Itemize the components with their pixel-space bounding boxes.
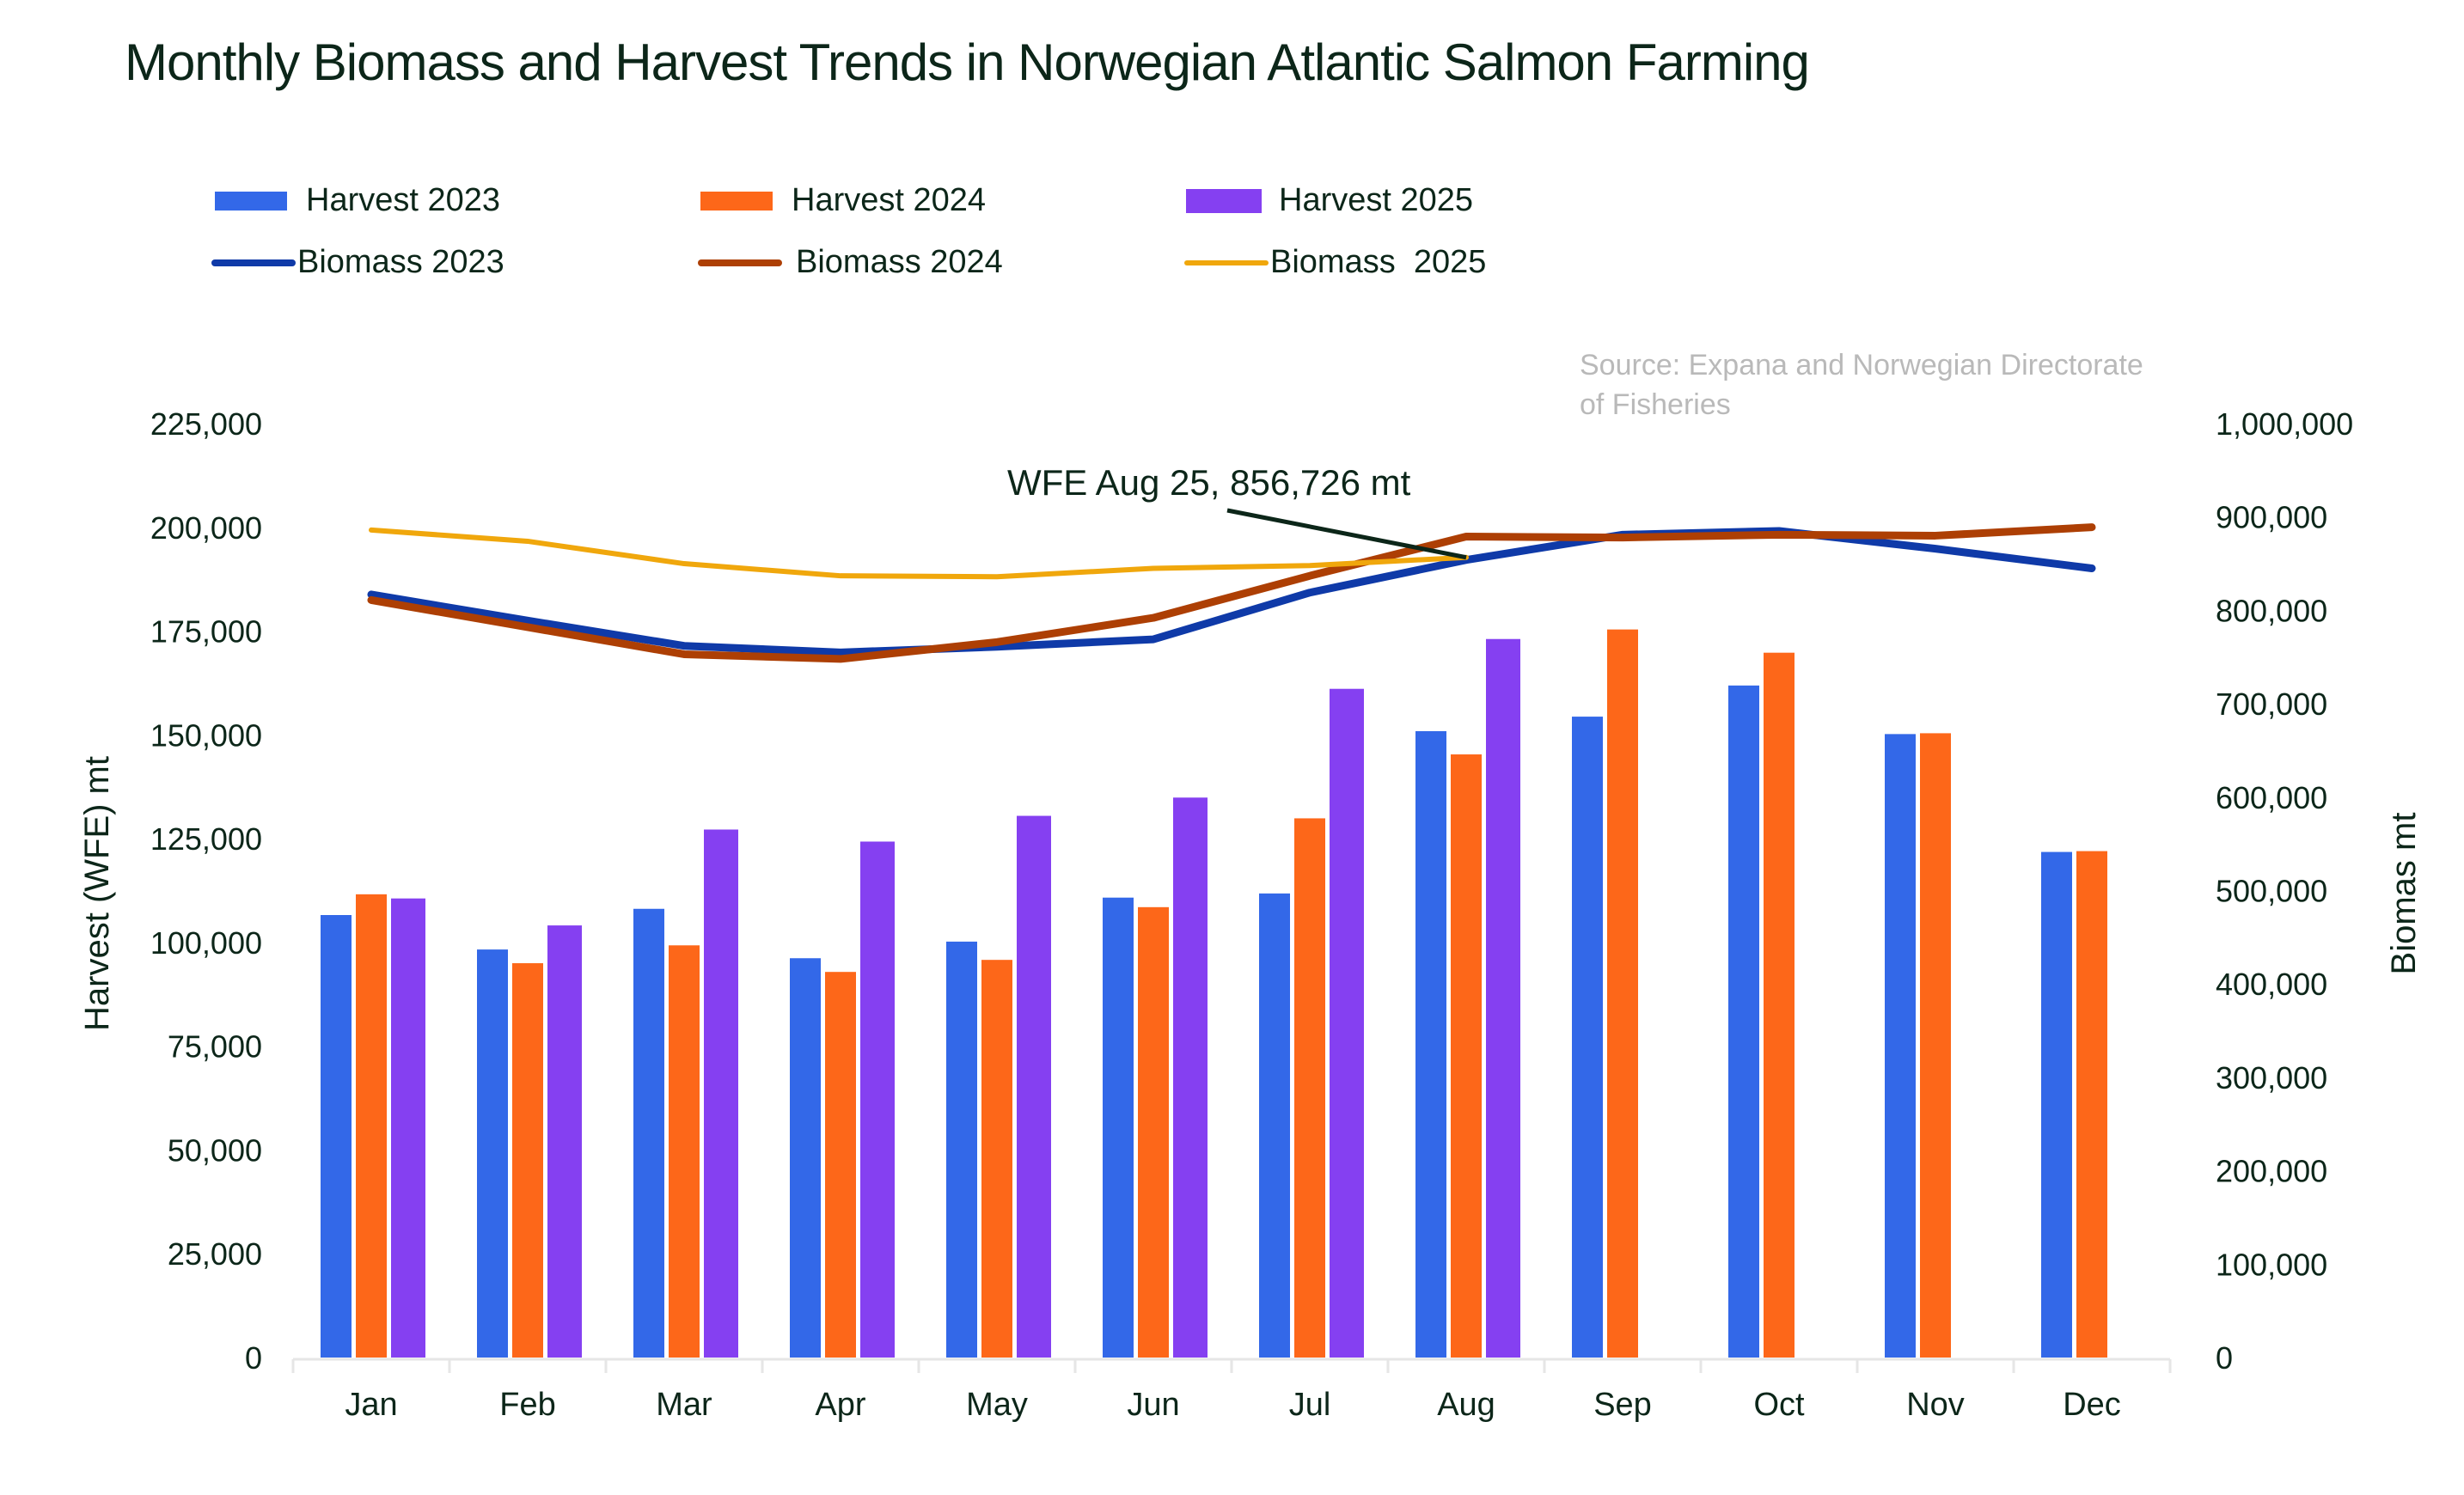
bar-harvest-2023	[1728, 685, 1759, 1358]
y-tick-label: 225,000	[150, 406, 262, 442]
legend-item-harvest-2025[interactable]: Harvest 2025	[1186, 182, 1473, 219]
line-biomass-2023	[367, 527, 2096, 656]
legend-item-harvest-2024[interactable]: Harvest 2024	[700, 182, 986, 219]
bar-harvest-2023	[1415, 730, 1446, 1358]
x-tick-label: Dec	[2063, 1387, 2121, 1423]
bar-harvest-2024	[1764, 652, 1795, 1358]
line-biomass-2024	[367, 523, 2096, 663]
legend-swatch-bar	[700, 191, 773, 211]
y-tick-label: 100,000	[150, 925, 262, 961]
y2-tick-label: 1,000,000	[2216, 406, 2353, 442]
legend-label: Harvest 2023	[306, 182, 501, 218]
x-tick-label: Jul	[1289, 1387, 1331, 1423]
y2-tick-label: 500,000	[2216, 874, 2327, 909]
legend-label: Harvest 2025	[1279, 182, 1474, 218]
legend-swatch-line	[698, 259, 782, 266]
x-tick-label: Nov	[1906, 1387, 1965, 1423]
y2-tick-label: 700,000	[2216, 686, 2327, 722]
bar-layer	[321, 629, 2107, 1358]
bar-harvest-2024	[1451, 754, 1482, 1358]
bar-harvest-2024	[1607, 629, 1638, 1358]
y2-tick-label: 200,000	[2216, 1154, 2327, 1189]
bar-harvest-2023	[321, 915, 352, 1358]
bar-harvest-2024	[2076, 851, 2107, 1358]
x-tick-label: Jan	[345, 1387, 397, 1423]
bar-harvest-2024	[1920, 733, 1951, 1358]
annotation: WFE Aug 25, 856,726 mt	[1007, 462, 1467, 560]
x-tick-label: Apr	[815, 1387, 865, 1423]
bar-harvest-2023	[1103, 897, 1134, 1358]
legend-label: Harvest 2024	[792, 182, 987, 218]
source-line: Source: Expana and Norwegian Directorate	[1580, 349, 2143, 381]
y2-tick-label: 600,000	[2216, 780, 2327, 815]
y-tick-label: 50,000	[168, 1132, 262, 1168]
bar-harvest-2025	[391, 898, 425, 1358]
bar-harvest-2023	[946, 941, 977, 1358]
legend-item-biomass-2023[interactable]: Biomass 2023	[211, 244, 504, 281]
y-axis-title: Harvest (WFE) mt	[78, 756, 116, 1031]
bar-harvest-2025	[1330, 688, 1364, 1358]
bar-harvest-2024	[356, 894, 387, 1358]
y-tick-label: 150,000	[150, 717, 262, 753]
legend-swatch-bar	[215, 191, 287, 211]
x-tick-label: Mar	[656, 1387, 712, 1423]
bar-harvest-2023	[790, 958, 821, 1358]
line-biomass-2025	[369, 527, 1469, 580]
bar-harvest-2024	[981, 960, 1012, 1358]
legend-item-harvest-2023[interactable]: Harvest 2023	[215, 182, 500, 219]
y2-tick-label: 300,000	[2216, 1060, 2327, 1095]
bar-harvest-2025	[1486, 638, 1520, 1358]
bar-harvest-2025	[1017, 815, 1051, 1358]
y2-tick-label: 800,000	[2216, 593, 2327, 628]
x-tick-label: Oct	[1753, 1387, 1805, 1423]
bar-harvest-2023	[1572, 717, 1603, 1358]
legend-item-biomass-2024[interactable]: Biomass 2024	[698, 244, 1003, 281]
bar-harvest-2024	[512, 963, 543, 1358]
legend-label: Biomass 2025	[1270, 244, 1487, 280]
bar-harvest-2025	[547, 925, 582, 1358]
x-tick-label: Aug	[1437, 1387, 1495, 1423]
source-line: of Fisheries	[1580, 388, 1731, 421]
bar-harvest-2023	[2041, 851, 2072, 1358]
x-tick-label: May	[966, 1387, 1028, 1423]
legend-swatch-line	[1184, 259, 1269, 265]
x-tick-label: Sep	[1593, 1387, 1652, 1423]
y2-tick-label: 400,000	[2216, 967, 2327, 1002]
y2-tick-label: 900,000	[2216, 500, 2327, 535]
x-tick-label: Jun	[1127, 1387, 1179, 1423]
chart-title: Monthly Biomass and Harvest Trends in No…	[125, 34, 1810, 91]
y-tick-label: 75,000	[168, 1029, 262, 1065]
bar-harvest-2024	[1294, 818, 1325, 1358]
x-tick-label: Feb	[499, 1387, 555, 1423]
bar-harvest-2025	[1173, 797, 1208, 1358]
y-tick-label: 25,000	[168, 1236, 262, 1272]
bar-harvest-2024	[669, 945, 700, 1358]
y-tick-label: 0	[245, 1340, 262, 1376]
y2-tick-label: 0	[2216, 1340, 2233, 1376]
bar-harvest-2023	[1885, 734, 1916, 1358]
line-layer	[367, 523, 2096, 663]
bar-harvest-2023	[1259, 893, 1290, 1358]
y2-tick-label: 100,000	[2216, 1247, 2327, 1282]
legend-swatch-line	[211, 259, 296, 266]
legend-label: Biomass 2023	[297, 244, 504, 280]
y2-axis-title: Biomas mt	[2385, 813, 2423, 975]
bar-harvest-2025	[704, 829, 738, 1358]
annotation-text: WFE Aug 25, 856,726 mt	[1007, 462, 1411, 503]
source-note: Source: Expana and Norwegian Directorate…	[1580, 345, 2216, 424]
bar-harvest-2024	[1138, 906, 1169, 1358]
axes: Jan Feb Mar Apr May Jun Jul Aug Sep Oct Nov Dec 0 25,…	[150, 406, 2353, 1423]
y-tick-label: 175,000	[150, 614, 262, 650]
y-tick-label: 200,000	[150, 510, 262, 546]
bar-harvest-2023	[633, 908, 664, 1358]
y-tick-label: 125,000	[150, 821, 262, 857]
legend-swatch-bar	[1186, 188, 1262, 213]
annotation-leader-line	[1226, 508, 1467, 560]
legend-label: Biomass 2024	[796, 244, 1003, 280]
bar-harvest-2023	[477, 949, 508, 1358]
bar-harvest-2024	[825, 972, 856, 1358]
bar-harvest-2025	[860, 841, 895, 1358]
legend-item-biomass-2025[interactable]: Biomass 2025	[1184, 244, 1486, 281]
